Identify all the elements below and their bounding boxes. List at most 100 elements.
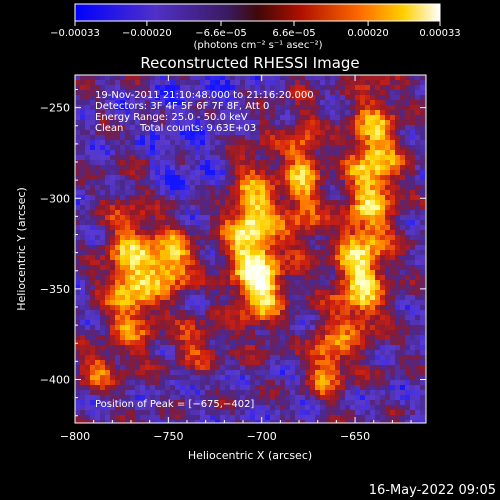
heatmap-cell [155, 140, 160, 145]
heatmap-cell [150, 205, 155, 210]
heatmap-cell [285, 95, 290, 100]
heatmap-cell [340, 340, 345, 345]
heatmap-cell [215, 365, 220, 370]
heatmap-cell [295, 140, 300, 145]
heatmap-cell [225, 90, 230, 95]
heatmap-cell [295, 305, 300, 310]
heatmap-cell [110, 365, 115, 370]
heatmap-cell [95, 180, 100, 185]
heatmap-cell [90, 185, 95, 190]
heatmap-cell [230, 190, 235, 195]
heatmap-cell [195, 170, 200, 175]
heatmap-cell [285, 160, 290, 165]
heatmap-cell [325, 240, 330, 245]
heatmap-cell [255, 330, 260, 335]
heatmap-cell [335, 395, 340, 400]
heatmap-cell [295, 90, 300, 95]
heatmap-cell [220, 280, 225, 285]
heatmap-cell [340, 155, 345, 160]
heatmap-cell [385, 200, 390, 205]
heatmap-cell [80, 140, 85, 145]
heatmap-cell [375, 325, 380, 330]
heatmap-cell [380, 285, 385, 290]
heatmap-cell [325, 195, 330, 200]
heatmap-cell [295, 110, 300, 115]
heatmap-cell [185, 105, 190, 110]
heatmap-cell [220, 220, 225, 225]
heatmap-cell [80, 360, 85, 365]
heatmap-cell [165, 205, 170, 210]
heatmap-cell [385, 415, 390, 420]
heatmap-cell [135, 100, 140, 105]
heatmap-cell [130, 160, 135, 165]
heatmap-cell [380, 385, 385, 390]
heatmap-cell [370, 315, 375, 320]
heatmap-cell [95, 165, 100, 170]
heatmap-cell [80, 100, 85, 105]
heatmap-cell [190, 255, 195, 260]
heatmap-cell [255, 250, 260, 255]
heatmap-cell [125, 170, 130, 175]
heatmap-cell [290, 130, 295, 135]
heatmap-cell [170, 360, 175, 365]
heatmap-cell [190, 385, 195, 390]
heatmap-cell [340, 190, 345, 195]
heatmap-cell [220, 330, 225, 335]
heatmap-cell [205, 190, 210, 195]
heatmap-cell [185, 355, 190, 360]
heatmap-cell [340, 405, 345, 410]
heatmap-cell [370, 380, 375, 385]
heatmap-cell [175, 80, 180, 85]
heatmap-cell [165, 80, 170, 85]
heatmap-cell [100, 295, 105, 300]
heatmap-cell [360, 235, 365, 240]
heatmap-cell [290, 285, 295, 290]
heatmap-cell [75, 355, 80, 360]
heatmap-cell [120, 285, 125, 290]
heatmap-cell [370, 200, 375, 205]
heatmap-cell [335, 405, 340, 410]
heatmap-cell [140, 80, 145, 85]
heatmap-cell [185, 220, 190, 225]
heatmap-cell [405, 325, 410, 330]
heatmap-cell [390, 125, 395, 130]
heatmap-cell [305, 330, 310, 335]
heatmap-cell [395, 125, 400, 130]
heatmap-cell [205, 350, 210, 355]
heatmap-cell [310, 325, 315, 330]
heatmap-cell [95, 360, 100, 365]
heatmap-cell [255, 400, 260, 405]
heatmap-cell [220, 135, 225, 140]
heatmap-cell [375, 120, 380, 125]
heatmap-cell [215, 380, 220, 385]
heatmap-cell [315, 120, 320, 125]
heatmap-cell [110, 115, 115, 120]
heatmap-cell [265, 415, 270, 420]
heatmap-cell [360, 420, 365, 423]
heatmap-cell [105, 420, 110, 423]
heatmap-cell [395, 130, 400, 135]
heatmap-cell [280, 315, 285, 320]
heatmap-cell [200, 125, 205, 130]
heatmap-cell [385, 310, 390, 315]
heatmap-cell [190, 250, 195, 255]
heatmap-cell [325, 145, 330, 150]
heatmap-cell [345, 390, 350, 395]
heatmap-cell [270, 270, 275, 275]
heatmap-cell [75, 400, 80, 405]
heatmap-cell [275, 100, 280, 105]
heatmap-cell [220, 200, 225, 205]
heatmap-cell [385, 320, 390, 325]
heatmap-cell [385, 355, 390, 360]
heatmap-cell [395, 270, 400, 275]
heatmap-cell [300, 350, 305, 355]
heatmap-cell [405, 80, 410, 85]
heatmap-cell [215, 300, 220, 305]
heatmap-cell [195, 205, 200, 210]
heatmap-cell [85, 180, 90, 185]
heatmap-cell [105, 410, 110, 415]
heatmap-cell [405, 225, 410, 230]
heatmap-cell [405, 90, 410, 95]
heatmap-cell [245, 100, 250, 105]
heatmap-cell [110, 210, 115, 215]
